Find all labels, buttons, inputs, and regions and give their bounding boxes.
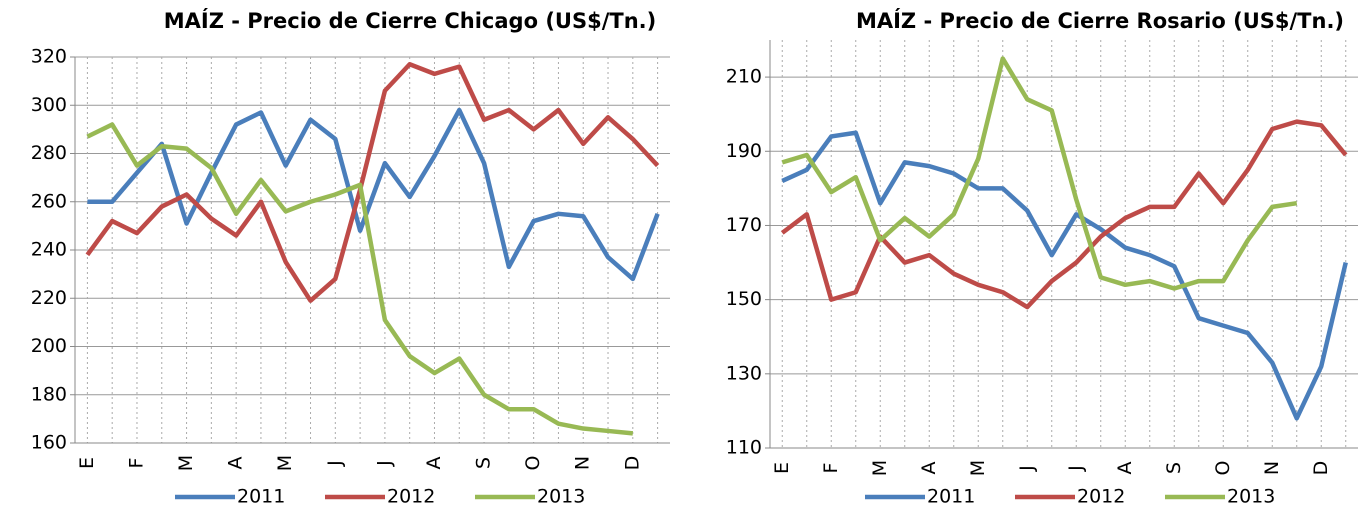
legend-label: 2011 — [237, 486, 285, 508]
x-tick-label: D — [1310, 461, 1332, 476]
x-tick-label: J — [324, 460, 346, 467]
x-tick-label: N — [1261, 461, 1283, 475]
series-line — [87, 107, 660, 282]
y-tick-label: 180 — [31, 383, 67, 405]
x-tick-label: J — [1065, 465, 1087, 472]
x-tick-label: N — [572, 456, 594, 470]
x-tick-label: A — [918, 462, 940, 475]
legend-label: 2012 — [387, 486, 435, 508]
y-tick-label: 260 — [31, 190, 67, 212]
series-line — [781, 56, 1298, 291]
y-tick-label: 190 — [726, 140, 762, 162]
x-tick-label: S — [473, 457, 495, 469]
series-line — [780, 119, 1348, 310]
series-line — [86, 122, 634, 436]
y-tick-label: 200 — [31, 335, 67, 357]
y-tick-label: 240 — [31, 239, 67, 261]
legend-label: 2013 — [537, 486, 585, 508]
legend-label: 2012 — [1077, 486, 1125, 508]
x-tick-label: O — [522, 456, 544, 471]
x-tick-label: J — [1016, 465, 1038, 472]
legend-label: 2013 — [1227, 486, 1275, 508]
legend-label: 2011 — [927, 486, 975, 508]
x-tick-label: F — [125, 458, 147, 469]
x-tick-label: M — [274, 455, 296, 471]
y-tick-label: 280 — [31, 142, 67, 164]
y-tick-label: 150 — [726, 288, 762, 310]
x-tick-label: D — [621, 456, 643, 471]
y-tick-label: 320 — [31, 46, 67, 68]
series-line — [85, 61, 660, 303]
y-tick-label: 210 — [726, 66, 762, 88]
x-tick-label: A — [1114, 462, 1136, 475]
x-tick-label: O — [1212, 461, 1234, 476]
x-tick-label: M — [175, 455, 197, 471]
y-tick-label: 130 — [726, 362, 762, 384]
y-tick-label: 300 — [31, 94, 67, 116]
chart-title: MAÍZ - Precio de Cierre Chicago (US$/Tn.… — [164, 8, 656, 33]
x-tick-label: M — [967, 460, 989, 476]
x-tick-label: S — [1163, 462, 1185, 474]
y-tick-label: 110 — [726, 437, 762, 459]
x-tick-label: M — [869, 460, 891, 476]
x-tick-label: A — [423, 457, 445, 470]
y-tick-label: 220 — [31, 287, 67, 309]
x-tick-label: F — [820, 463, 842, 474]
x-tick-label: E — [76, 457, 98, 469]
y-tick-label: 160 — [31, 432, 67, 454]
series-line — [781, 130, 1348, 421]
x-tick-label: E — [771, 462, 793, 474]
chart-title: MAÍZ - Precio de Cierre Rosario (US$/Tn.… — [856, 8, 1344, 33]
x-tick-label: A — [225, 457, 247, 470]
x-tick-label: J — [373, 460, 395, 467]
y-tick-label: 170 — [726, 214, 762, 236]
